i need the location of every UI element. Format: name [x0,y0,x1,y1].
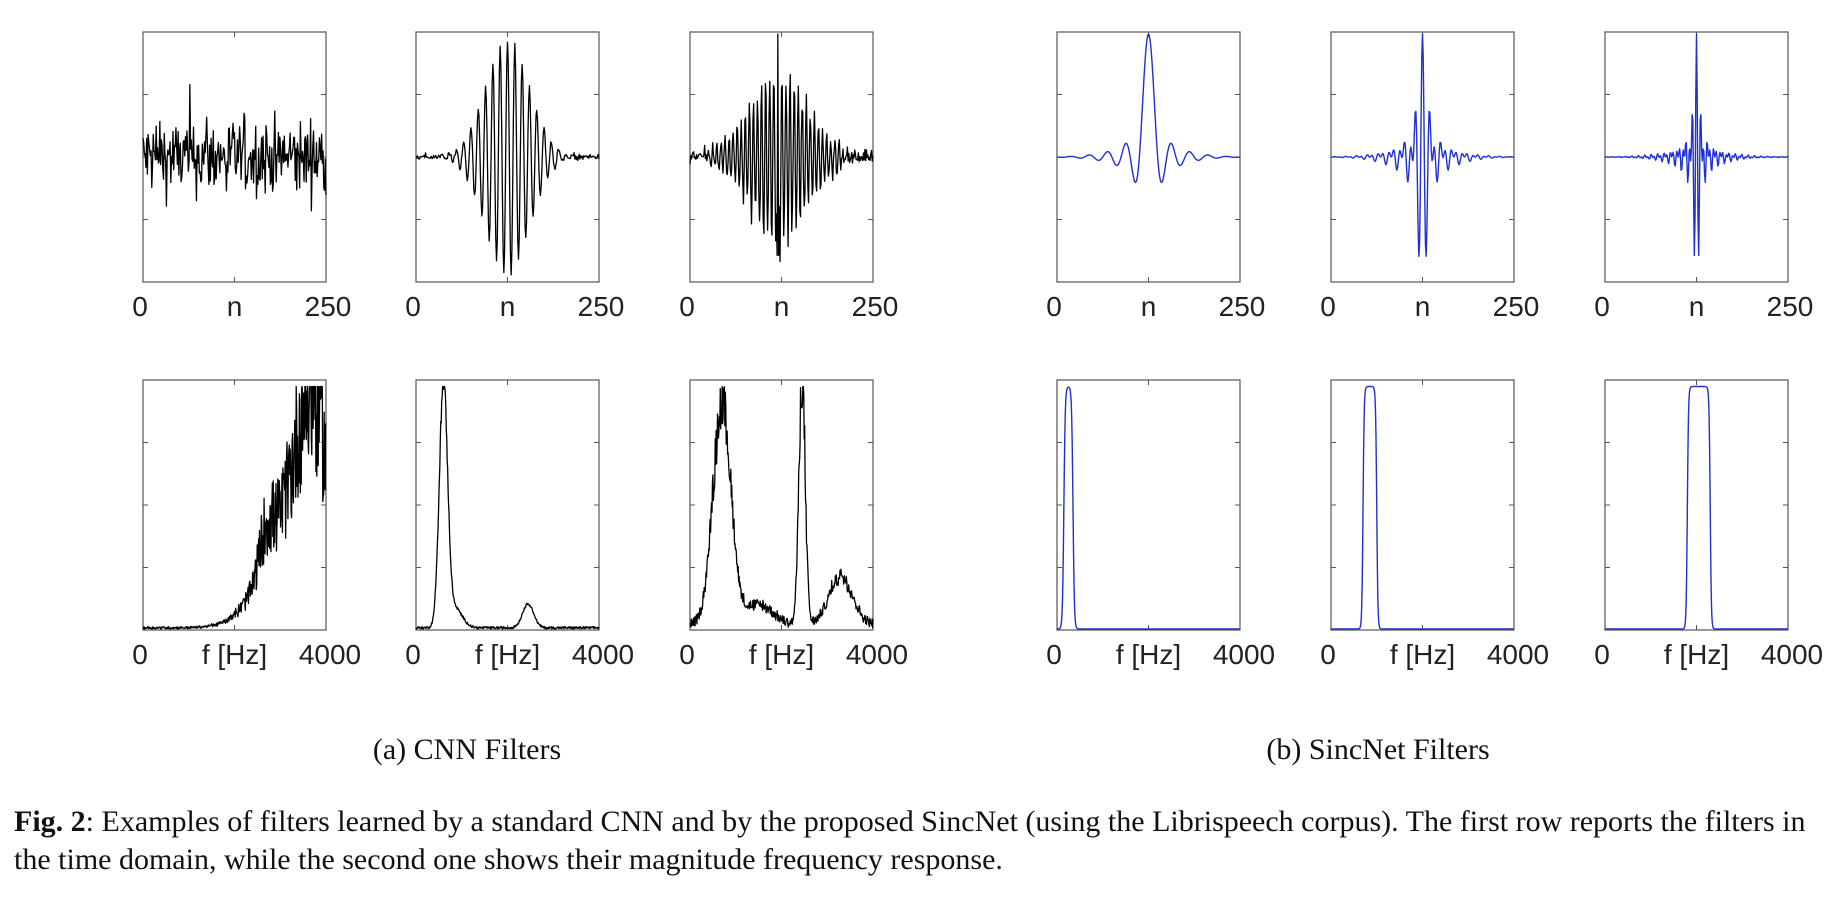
filter-series-line [689,385,874,629]
x-tick-label: 250 [1493,291,1540,322]
x-axis-label: n [1141,291,1157,322]
caption-text: : Examples of filters learned by a stand… [14,805,1806,876]
x-axis-label: n [500,291,516,322]
x-axis-label: f [Hz] [1390,639,1455,670]
x-tick-label: 4000 [1487,639,1549,670]
x-tick-label: 0 [132,639,148,670]
x-axis-label: n [1415,291,1431,322]
x-tick-label: 250 [305,291,352,322]
filter-panel-freq-5: 0 f [Hz] 4000 [1320,379,1549,670]
filter-series-line [1056,33,1241,184]
x-tick-label: 4000 [572,639,634,670]
filter-panel-freq-2: 0 f [Hz] 4000 [405,379,634,670]
x-tick-label: 4000 [1213,639,1275,670]
x-tick-label: 0 [1320,639,1336,670]
x-tick-label: 0 [679,291,695,322]
x-tick-label: 4000 [1761,639,1823,670]
x-tick-label: 0 [1594,291,1610,322]
filter-panel-freq-6: 0 f [Hz] 4000 [1594,379,1823,670]
filter-panel-time-4: 0 n 250 [1046,31,1266,322]
x-axis-label: f [Hz] [202,639,267,670]
figure-panels: 0 n 250 0 n 250 0 n 250 0 n 250 0 n 250 0 n 250 0 f [Hz] 400… [132,31,1823,670]
axes-frame [1604,379,1789,631]
x-axis-label: f [Hz] [475,639,540,670]
x-tick-label: 0 [405,291,421,322]
x-tick-label: 250 [578,291,625,322]
filter-series-line [142,385,327,630]
filter-panel-freq-3: 0 f [Hz] 4000 [679,379,908,670]
filter-series-line [142,84,327,212]
filter-panel-time-6: 0 n 250 [1594,31,1814,322]
axes-frame [142,379,327,631]
subcaption-sincnet: (b) SincNet Filters [1266,733,1490,766]
x-axis-label: f [Hz] [1664,639,1729,670]
filter-panel-time-3: 0 n 250 [679,31,899,322]
filter-series-line [1604,33,1789,257]
filter-panel-time-1: 0 n 250 [132,31,352,322]
x-tick-label: 4000 [846,639,908,670]
x-tick-label: 4000 [299,639,361,670]
filter-panel-time-2: 0 n 250 [405,31,625,322]
caption-label: Fig. 2 [14,805,86,838]
filter-series-line [415,41,600,276]
x-tick-label: 250 [852,291,899,322]
filter-series-line [1331,33,1514,258]
x-tick-label: 250 [1767,291,1814,322]
axes-frame [415,379,600,631]
x-tick-label: 0 [1320,291,1336,322]
axes-frame [1330,379,1515,631]
x-axis-label: f [Hz] [1116,639,1181,670]
filter-series-line [689,33,874,263]
x-tick-label: 0 [1046,291,1062,322]
x-axis-label: f [Hz] [749,639,814,670]
subcaption-cnn: (a) CNN Filters [372,733,562,766]
filter-series-line [1604,385,1789,630]
x-tick-label: 0 [132,291,148,322]
filter-panel-freq-1: 0 f [Hz] 4000 [132,379,361,670]
axes-frame [1056,379,1241,631]
filter-series-line [415,385,600,630]
figure-caption: Fig. 2: Examples of filters learned by a… [14,803,1829,879]
x-axis-label: n [227,291,243,322]
x-axis-label: n [774,291,790,322]
x-axis-label: n [1689,291,1705,322]
filter-panel-time-5: 0 n 250 [1320,31,1540,322]
x-tick-label: 0 [1046,639,1062,670]
filter-series-line [1330,385,1515,630]
x-tick-label: 250 [1219,291,1266,322]
x-tick-label: 0 [405,639,421,670]
filter-panel-freq-4: 0 f [Hz] 4000 [1046,379,1275,670]
x-tick-label: 0 [1594,639,1610,670]
filter-series-line [1056,386,1241,630]
x-tick-label: 0 [679,639,695,670]
